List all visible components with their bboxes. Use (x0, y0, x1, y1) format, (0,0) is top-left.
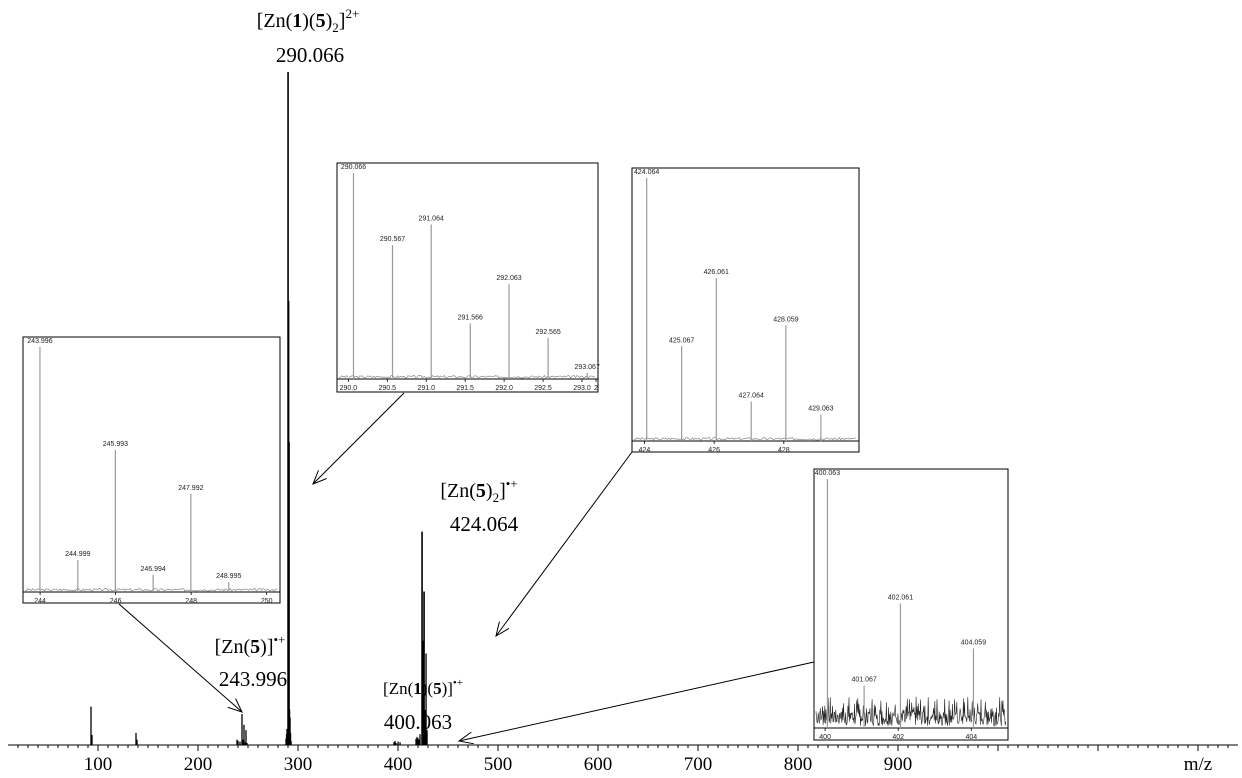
inset-tick-label: 402 (892, 734, 904, 741)
inset-tick-label: 291.0 (417, 385, 435, 392)
inset-tick-label: 248 (185, 598, 197, 605)
inset-peak-label: 290.066 (341, 164, 366, 171)
inset-peak-label: 292.063 (496, 275, 521, 282)
annotation-243: [Zn(5)]•+ 243.996 (215, 632, 288, 691)
annotation-formula: [Zn(1)(5)]•+ (383, 677, 463, 698)
main-spectrum-peaks (90, 72, 428, 745)
annotation-value: 290.066 (276, 43, 344, 67)
inset-peak-label: 401.067 (851, 677, 876, 684)
x-tick-label: 700 (684, 754, 713, 775)
x-tick-label: 300 (284, 754, 313, 775)
baseline-noise (24, 587, 278, 592)
inset-tick-label: 290.5 (379, 385, 397, 392)
inset-peak-label: 291.566 (458, 314, 483, 321)
inset-290: 290.066 290.567 291.064 291.566 292.063 292.5… (336, 162, 600, 393)
inset-tick-label: 2 (594, 385, 598, 392)
inset-peak-label: 290.567 (380, 236, 405, 243)
arrow-inset-290 (313, 392, 405, 484)
inset-tick-label: 424 (639, 447, 651, 454)
inset-tick-label: 404 (965, 734, 977, 741)
inset-424: 424.064 425.067 426.061 427.064 428.059 429.0… (631, 167, 860, 454)
inset-peak-label: 402.061 (888, 595, 913, 602)
inset-peak-label: 400.063 (815, 470, 840, 477)
inset-peak-label: 293.067 (575, 364, 600, 371)
x-tick-label: 100 (84, 754, 113, 775)
inset-400: 400.063 401.067 402.061 404.059 400 402 404 (813, 468, 1009, 741)
inset-peak-label: 248.995 (216, 573, 241, 580)
x-tick-label: 800 (784, 754, 813, 775)
arrow-inset-243 (118, 603, 242, 712)
inset-tick-label: 246 (110, 598, 122, 605)
inset-frame (336, 162, 599, 393)
inset-peak-label: 292.565 (535, 329, 560, 336)
inset-peak-label: 291.064 (419, 216, 444, 223)
inset-peak-label: 247.992 (178, 485, 203, 492)
inset-tick-label: 250 (261, 598, 273, 605)
arrow-inset-424 (496, 451, 633, 636)
inset-peak-label: 427.064 (739, 393, 764, 400)
inset-tick-label: 292.0 (495, 385, 513, 392)
baseline-noise (633, 436, 857, 441)
inset-tick-label: 400 (819, 734, 831, 741)
inset-peak-label: 429.063 (808, 406, 833, 413)
x-tick-label: 900 (884, 754, 913, 775)
annotation-formula: [Zn(5)]•+ (215, 632, 286, 658)
inset-tick-label: 244 (34, 598, 46, 605)
x-tick-label: 600 (584, 754, 613, 775)
annotation-400: [Zn(1)(5)]•+ 400.063 (383, 677, 463, 734)
annotation-formula: [Zn(1)(5)2]2+ (257, 6, 360, 35)
baseline-noise (815, 696, 1006, 728)
inset-peak-label: 404.059 (961, 639, 986, 646)
inset-tick-label: 291.5 (456, 385, 474, 392)
inset-peak-label: 428.059 (773, 316, 798, 323)
inset-tick-label: 292.5 (534, 385, 552, 392)
annotation-424: [Zn(5)2]•+ 424.064 (440, 476, 518, 536)
inset-frame (22, 336, 281, 604)
annotation-value: 400.063 (384, 710, 452, 734)
annotation-value: 243.996 (219, 667, 287, 691)
annotation-formula: [Zn(5)2]•+ (440, 476, 517, 505)
inset-peak-label: 243.996 (27, 338, 52, 345)
inset-peak-label: 425.067 (669, 337, 694, 344)
arrow-inset-400 (459, 661, 815, 741)
inset-peak-label: 244.999 (65, 551, 90, 558)
inset-tick-label: 290.0 (340, 385, 358, 392)
x-axis-label: m/z (1184, 754, 1213, 775)
inset-tick-label: 426 (708, 447, 720, 454)
inset-tick-label: 428 (778, 447, 790, 454)
annotation-290: [Zn(1)(5)2]2+ 290.066 (257, 6, 360, 67)
x-tick-label: 400 (384, 754, 413, 775)
connector-arrows (118, 392, 815, 741)
inset-peak-label: 426.061 (704, 269, 729, 276)
inset-tick-label: 293.0 (573, 385, 591, 392)
inset-peak-label: 246.994 (141, 566, 166, 573)
inset-frame (631, 167, 860, 453)
inset-peak-label: 245.993 (103, 441, 128, 448)
x-tick-label: 500 (484, 754, 513, 775)
annotation-value: 424.064 (450, 512, 519, 536)
inset-243: 243.996 244.999 245.993 246.994 247.992 248.9… (22, 336, 281, 605)
main-x-ticks: 100 200 300 400 500 600 700 800 900 (17, 745, 1229, 775)
inset-frame (813, 468, 1009, 741)
x-tick-label: 200 (184, 754, 213, 775)
baseline-noise (338, 374, 596, 379)
inset-peak-label: 424.064 (634, 169, 659, 176)
